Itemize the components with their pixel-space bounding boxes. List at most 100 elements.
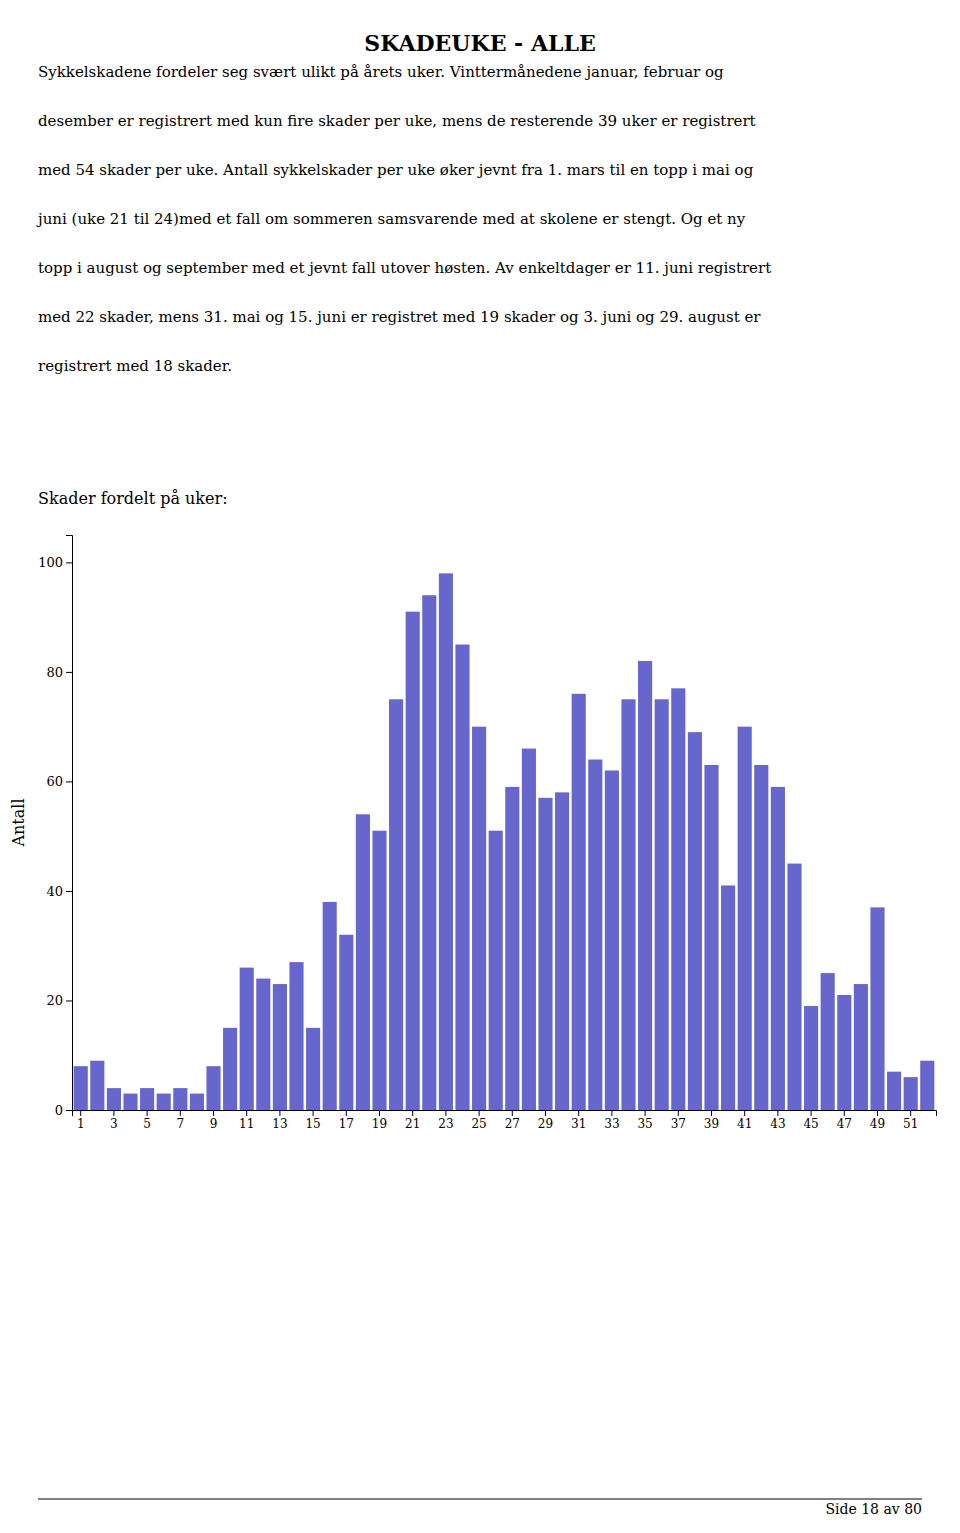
y-tick-mark (66, 672, 72, 673)
bar (920, 1061, 934, 1110)
bar (621, 699, 635, 1110)
y-axis-line (66, 536, 73, 1111)
x-tick: 27 (505, 1110, 520, 1131)
y-axis: 0 20 40 60 80 100 (38, 536, 72, 1118)
y-tick-label: 0 (55, 1103, 63, 1118)
x-tick-label: 11 (239, 1117, 254, 1131)
bar (837, 995, 851, 1110)
bar (572, 694, 586, 1110)
bar (240, 968, 254, 1110)
y-axis-title: Antall (9, 798, 28, 847)
y-tick-label: 100 (38, 555, 63, 570)
x-tick: 3 (110, 1110, 118, 1131)
x-tick: 23 (438, 1110, 453, 1131)
x-tick-mark (246, 1110, 247, 1116)
bar (323, 902, 337, 1110)
x-tick: 35 (637, 1110, 652, 1131)
x-tick-mark (445, 1110, 446, 1116)
paragraph-line: topp i august og september med et jevnt … (38, 259, 771, 277)
x-tick-mark (811, 1110, 812, 1116)
x-tick-label: 51 (903, 1117, 918, 1131)
x-tick-label: 15 (305, 1117, 320, 1131)
bar (356, 814, 370, 1110)
paragraph-line: desember er registrert med kun fire skad… (38, 112, 756, 130)
x-tick: 9 (210, 1110, 218, 1131)
bar (605, 770, 619, 1110)
bar (555, 792, 569, 1110)
bar (821, 973, 835, 1110)
bar (754, 765, 768, 1110)
y-tick-label: 40 (46, 884, 63, 899)
x-tick-label: 5 (143, 1117, 151, 1131)
x-tick-mark (711, 1110, 712, 1116)
bar (721, 885, 735, 1110)
x-tick: 49 (870, 1110, 885, 1131)
x-tick-mark (313, 1110, 314, 1116)
bar (306, 1028, 320, 1110)
x-tick-label: 33 (604, 1117, 619, 1131)
bar (389, 699, 403, 1110)
x-tick-mark (645, 1110, 646, 1116)
bar (638, 661, 652, 1110)
y-tick: 80 (46, 665, 72, 680)
x-tick-mark (113, 1110, 114, 1116)
x-tick: 45 (803, 1110, 818, 1131)
x-tick-mark (213, 1110, 214, 1116)
x-tick-label: 35 (637, 1117, 652, 1131)
x-tick-mark (844, 1110, 845, 1116)
bar (223, 1028, 237, 1110)
bar (472, 727, 486, 1110)
x-tick-label: 31 (571, 1117, 586, 1131)
paragraph-line: registrert med 18 skader. (38, 357, 232, 375)
plot-area (74, 573, 935, 1110)
x-tick-label: 7 (176, 1117, 184, 1131)
bar (455, 645, 469, 1110)
x-tick-label: 45 (803, 1117, 818, 1131)
footer: Side 18 av 80 (825, 1501, 922, 1517)
x-tick: 25 (471, 1110, 486, 1131)
bar (688, 732, 702, 1110)
x-tick-label: 13 (272, 1117, 287, 1131)
x-tick: 13 (272, 1110, 287, 1131)
y-tick: 20 (46, 993, 72, 1008)
x-tick: 33 (604, 1110, 619, 1131)
bar (422, 595, 436, 1110)
x-tick: 15 (305, 1110, 320, 1131)
x-tick-label: 29 (538, 1117, 553, 1131)
y-tick: 0 (55, 1103, 72, 1118)
x-tick-mark (180, 1110, 181, 1116)
y-tick-label: 80 (46, 665, 63, 680)
x-tick: 39 (704, 1110, 719, 1131)
x-tick-mark (678, 1110, 679, 1116)
x-tick-mark (744, 1110, 745, 1116)
paragraph-line: juni (uke 21 til 24)med et fall om somme… (36, 210, 746, 228)
x-tick-mark (877, 1110, 878, 1116)
bar (289, 962, 303, 1110)
title: SKADEUKE - ALLE (364, 30, 595, 56)
x-tick: 21 (405, 1110, 420, 1131)
bar (206, 1066, 220, 1110)
paragraph-line: Sykkelskadene fordeler seg svært ulikt p… (38, 63, 724, 81)
bar (505, 787, 519, 1110)
bar (704, 765, 718, 1110)
bar (256, 979, 270, 1110)
x-tick: 19 (372, 1110, 387, 1131)
x-tick-label: 41 (737, 1117, 752, 1131)
x-axis-line (73, 1111, 937, 1117)
x-tick: 51 (903, 1110, 918, 1131)
bar (787, 864, 801, 1110)
subtitle: Skader fordelt på uker: (38, 489, 228, 508)
x-tick: 41 (737, 1110, 752, 1131)
bar (738, 727, 752, 1110)
bar (870, 907, 884, 1110)
y-tick-mark (66, 1000, 72, 1001)
x-tick: 29 (538, 1110, 553, 1131)
x-tick-mark (279, 1110, 280, 1116)
y-tick-mark (66, 1110, 72, 1111)
bar (588, 760, 602, 1110)
bar (854, 984, 868, 1110)
x-tick-label: 39 (704, 1117, 719, 1131)
y-tick-label: 60 (46, 774, 63, 789)
x-tick: 5 (143, 1110, 151, 1131)
x-tick: 11 (239, 1110, 254, 1131)
